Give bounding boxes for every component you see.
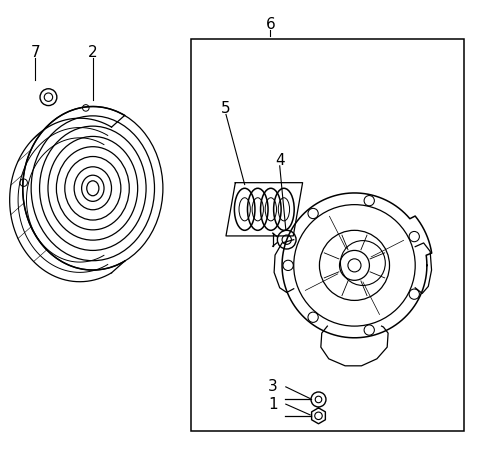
Text: 4: 4 — [275, 153, 285, 168]
Text: 7: 7 — [31, 45, 40, 60]
Text: 5: 5 — [221, 102, 231, 117]
Text: 2: 2 — [88, 45, 97, 60]
Text: 6: 6 — [265, 17, 275, 32]
Text: 3: 3 — [268, 379, 277, 394]
Bar — [191, 39, 464, 431]
Text: 1: 1 — [268, 397, 277, 412]
